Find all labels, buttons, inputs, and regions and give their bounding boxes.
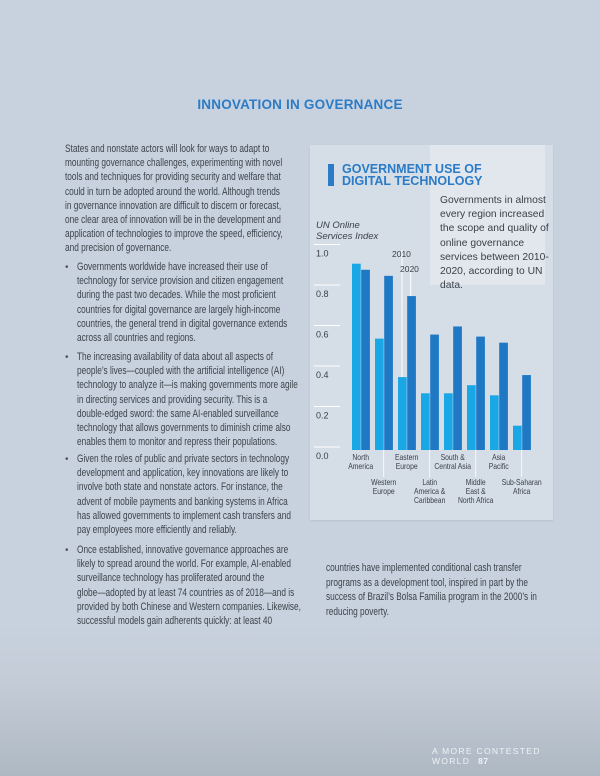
page-footer: A MORE CONTESTED WORLD 87 xyxy=(432,746,600,766)
text-line: Once established, innovative governance … xyxy=(77,544,289,556)
bar-2020 xyxy=(499,342,508,450)
text-line: technology to analyze it—is making gover… xyxy=(77,379,298,392)
bar-2010 xyxy=(398,377,407,450)
chart-title-line2: DIGITAL TECHNOLOGY xyxy=(342,174,483,188)
text-line: people’s lives—coupled with the artifici… xyxy=(77,365,285,378)
y-axis-label: Services Index xyxy=(316,231,380,242)
x-category-label: Latin xyxy=(422,477,437,487)
x-category-label: Africa xyxy=(513,486,531,496)
bar-2010 xyxy=(490,395,499,450)
text-line: involve both state and nonstate actors. … xyxy=(77,481,283,494)
x-category-label: East & xyxy=(466,486,486,496)
x-category-label: South & xyxy=(441,452,465,462)
text-line: development and application, key innovat… xyxy=(77,467,289,480)
x-category-label: Asia xyxy=(492,452,506,462)
text-line: success of Brazil’s Bolsa Familia progra… xyxy=(326,591,537,604)
text-line: countries for digital governance are lar… xyxy=(77,303,281,316)
page-number: 87 xyxy=(478,756,489,766)
text-line: and precision of governance. xyxy=(65,242,172,255)
y-tick-label: 0.2 xyxy=(316,411,329,421)
bar-2020 xyxy=(361,269,370,450)
bullet-icon: • xyxy=(65,454,69,465)
bar-2020 xyxy=(453,326,462,450)
x-category-label: Western xyxy=(371,477,396,487)
y-axis-label: UN Online xyxy=(316,220,360,231)
text-line: Given the roles of public and private se… xyxy=(77,453,290,465)
chart-note: Governments in almost every region incre… xyxy=(440,195,549,292)
bar-2010 xyxy=(375,338,384,450)
text-line: application of technologies to improve t… xyxy=(65,228,283,241)
text-line: reducing poverty. xyxy=(326,605,389,618)
bar-2010 xyxy=(444,393,453,450)
text-line: enables them to monitor and repress thei… xyxy=(77,436,278,449)
bullet-icon: • xyxy=(65,262,69,273)
text-line: double-edged sword: the same AI-enabled … xyxy=(77,407,279,420)
x-category-label: Central Asia xyxy=(434,461,471,471)
text-line: technology for service provision and cit… xyxy=(77,275,284,288)
text-line: during the past two decades. While the m… xyxy=(77,289,276,302)
text-line: in governance innovation are difficult t… xyxy=(65,199,282,212)
text-line: countries have implemented conditional c… xyxy=(326,562,522,574)
x-category-label: America xyxy=(348,461,374,471)
text-line: has allowed governments to implement cas… xyxy=(77,509,291,522)
text-line: across all countries and regions. xyxy=(77,332,196,344)
section-title: INNOVATION IN GOVERNANCE xyxy=(197,97,403,112)
text-line: successful models gain adherents quickly… xyxy=(77,615,273,627)
y-tick-label: 1.0 xyxy=(316,249,329,259)
text-line: mounting governance challenges, experime… xyxy=(65,157,283,170)
text-line: one clear area of innovation will be in … xyxy=(65,214,281,226)
x-category-label: America & xyxy=(414,486,445,496)
text-line: The increasing availability of data abou… xyxy=(77,351,274,363)
legend-2020: 2020 xyxy=(400,264,419,274)
bar-2020 xyxy=(476,336,485,450)
bar-2020 xyxy=(522,375,531,450)
chart-note-box xyxy=(430,145,545,285)
x-category-label: Caribbean xyxy=(414,495,445,505)
x-category-label: North xyxy=(352,452,369,462)
bar-2010 xyxy=(421,393,430,450)
x-category-label: Middle xyxy=(466,477,486,487)
text-line: technology that allows governments to di… xyxy=(77,422,291,434)
bar-2010 xyxy=(467,385,476,450)
bar-2020 xyxy=(430,334,439,450)
bullet-icon: • xyxy=(65,545,69,556)
chart-title-line1: GOVERNMENT USE OF xyxy=(342,162,482,176)
x-category-label: Pacific xyxy=(489,461,509,471)
text-line: Governments worldwide have increased the… xyxy=(77,261,268,273)
bullet-icon: • xyxy=(65,352,69,363)
x-category-label: North Africa xyxy=(458,495,494,505)
x-category-label: Eastern xyxy=(395,452,418,462)
x-category-label: Sub-Saharan xyxy=(502,477,542,487)
parliament-background-image xyxy=(0,620,600,776)
x-category-label: Europe xyxy=(373,486,395,496)
legend-2010: 2010 xyxy=(392,249,411,259)
text-line: pay employees more efficiently and relia… xyxy=(77,524,237,536)
text-line: likely to spread around the world. For e… xyxy=(77,558,291,571)
text-line: advent of mobile payments and banking sy… xyxy=(77,495,288,508)
title-accent-bar xyxy=(328,164,334,186)
y-tick-label: 0.0 xyxy=(316,451,329,461)
text-line: programs as a development tool, inspired… xyxy=(326,576,529,589)
bar-2010 xyxy=(352,263,361,450)
y-tick-label: 0.8 xyxy=(316,289,329,299)
text-line: could in turn be adopted around the worl… xyxy=(65,185,280,198)
bar-2010 xyxy=(513,425,522,450)
text-line: globe—adopted by at least 74 countries a… xyxy=(77,586,295,599)
text-line: in directing services and providing secu… xyxy=(77,393,268,406)
bar-2020 xyxy=(407,296,416,450)
text-line: States and nonstate actors will look for… xyxy=(65,143,270,155)
x-category-label: Europe xyxy=(396,461,418,471)
text-line: tools and techniques for providing secur… xyxy=(65,171,281,184)
y-tick-label: 0.4 xyxy=(316,370,329,380)
y-tick-label: 0.6 xyxy=(316,330,329,340)
text-line: countries, the general trend in digital … xyxy=(77,317,288,330)
chart-title: GOVERNMENT USE OF DIGITAL TECHNOLOGY xyxy=(342,162,483,188)
text-line: provided by both Chinese and Western com… xyxy=(77,600,301,613)
bar-2020 xyxy=(384,275,393,450)
running-title: A MORE CONTESTED WORLD xyxy=(432,746,541,766)
text-line: surveillance technology has proliferated… xyxy=(77,572,265,585)
